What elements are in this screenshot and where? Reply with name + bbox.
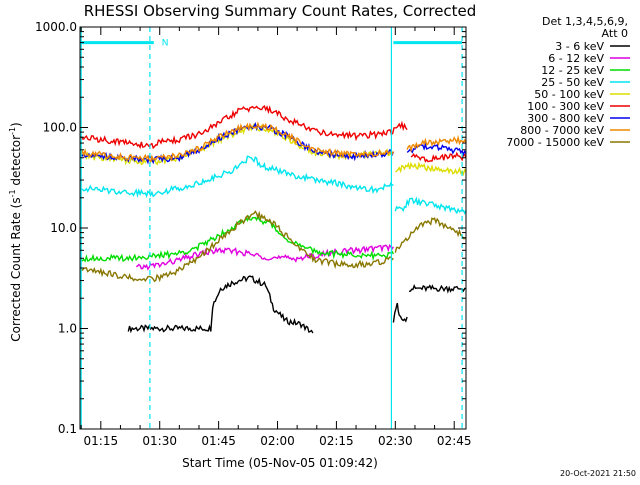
series-line-1-0 xyxy=(135,244,394,271)
legend-label-3: 25 - 50 keV xyxy=(541,76,604,89)
legend-header-detectors: Det 1,3,4,5,6,9, xyxy=(542,15,628,28)
legend-label-2: 12 - 25 keV xyxy=(541,64,604,77)
series-line-8-0 xyxy=(81,210,394,283)
chart-title: RHESSI Observing Summary Count Rates, Co… xyxy=(84,2,477,20)
series-line-3-1 xyxy=(394,196,467,215)
legend-header-attenuator: Att 0 xyxy=(602,27,628,40)
x-tick-label-0: 01:15 xyxy=(84,434,119,448)
legend-label-7: 800 - 7000 keV xyxy=(520,124,604,137)
legend-label-6: 300 - 800 keV xyxy=(527,112,604,125)
y-tick-label-4: 1000.0 xyxy=(35,20,77,34)
legend-label-1: 6 - 12 keV xyxy=(548,52,604,65)
series-line-0-2 xyxy=(408,284,466,294)
x-tick-label-2: 01:45 xyxy=(201,434,236,448)
series-line-4-1 xyxy=(395,161,467,177)
x-tick-label-5: 02:30 xyxy=(378,434,413,448)
legend-label-4: 50 - 100 keV xyxy=(534,88,604,101)
legend-label-8: 7000 - 15000 keV xyxy=(506,136,604,149)
series-line-0-1 xyxy=(392,302,408,323)
x-tick-label-4: 02:15 xyxy=(319,434,354,448)
flag-marker-label: N xyxy=(162,39,169,49)
y-tick-label-2: 10.0 xyxy=(50,221,77,235)
series-line-7-0 xyxy=(80,121,395,163)
series-line-7-1 xyxy=(406,134,467,153)
flag-bars: N xyxy=(81,39,463,49)
x-tick-label-3: 02:00 xyxy=(260,434,295,448)
series-line-5-1 xyxy=(410,151,467,163)
x-tick-label-1: 01:30 xyxy=(142,434,177,448)
x-axis-label: Start Time (05-Nov-05 01:09:42) xyxy=(182,456,378,470)
y-tick-label-1: 1.0 xyxy=(58,322,77,336)
y-tick-label-0: 0.1 xyxy=(58,422,77,436)
series-line-8-1 xyxy=(394,217,467,253)
series-line-5-0 xyxy=(80,105,408,150)
series-line-3-0 xyxy=(81,155,394,199)
legend-label-5: 100 - 300 keV xyxy=(527,100,604,113)
footer-timestamp: 20-Oct-2021 21:50 xyxy=(560,469,636,478)
x-tick-label-6: 02:45 xyxy=(437,434,472,448)
series-lines xyxy=(80,105,467,334)
y-tick-label-3: 100.0 xyxy=(43,121,77,135)
legend-label-0: 3 - 6 keV xyxy=(555,40,604,53)
axis-ticks: 0.1 1.0 10.0 100.0 1000.0 01:15 01:30 01:45 02:0… xyxy=(35,20,472,448)
series-line-0-0 xyxy=(127,275,314,334)
y-axis-label: Corrected Count Rate (s-1 detector-1) xyxy=(8,122,23,341)
